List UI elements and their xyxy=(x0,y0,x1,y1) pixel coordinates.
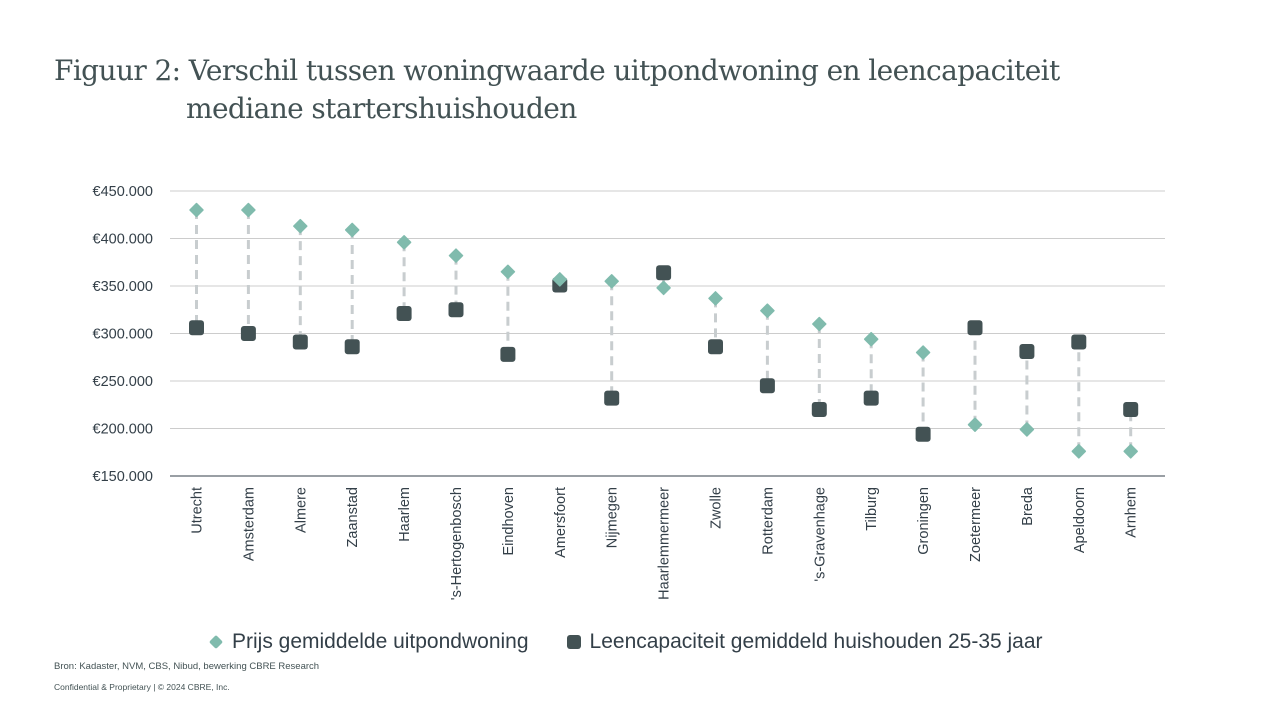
page-title: Figuur 2: Verschil tussen woningwaarde u… xyxy=(54,52,1060,128)
leencapaciteit-point xyxy=(292,334,308,350)
prijs-point xyxy=(1071,444,1087,459)
prijs-point xyxy=(500,264,516,279)
y-tick-label: €250.000 xyxy=(93,374,153,390)
x-tick-label: Breda xyxy=(1020,486,1036,526)
x-tick-label: Zwolle xyxy=(709,487,725,529)
y-tick-label: €450.000 xyxy=(93,184,153,200)
chart-legend: Prijs gemiddelde uitpondwoning Leencapac… xyxy=(208,628,1081,656)
legend-square-icon xyxy=(566,635,581,649)
x-tick-label: Groningen xyxy=(916,487,932,555)
leencapaciteit-point xyxy=(189,320,204,336)
prijs-point xyxy=(448,248,464,263)
leencapaciteit-point xyxy=(759,378,775,394)
leencapaciteit-point xyxy=(1019,344,1035,360)
leencapaciteit-point xyxy=(448,302,464,318)
x-tick-label: Nijmegen xyxy=(605,487,621,548)
prijs-point xyxy=(812,316,827,332)
legend-label-leen: Leencapaciteit gemiddeld huishouden 25-3… xyxy=(589,630,1043,653)
y-tick-label: €150.000 xyxy=(93,469,153,485)
prijs-point xyxy=(604,274,619,289)
x-tick-label: Amersfoort xyxy=(553,487,569,558)
x-tick-label: Eindhoven xyxy=(501,487,517,556)
legend-item-prijs: Prijs gemiddelde uitpondwoning xyxy=(208,630,529,654)
x-tick-label: Rotterdam xyxy=(760,487,776,555)
x-tick-label: 's-Hertogenbosch xyxy=(449,487,465,600)
prijs-point xyxy=(915,345,931,360)
confidential-note: Confidential & Proprietary | © 2024 CBRE… xyxy=(54,682,230,692)
y-tick-label: €200.000 xyxy=(93,422,153,438)
leencapaciteit-point xyxy=(967,320,983,336)
prijs-point xyxy=(552,272,568,287)
legend-diamond-icon xyxy=(208,634,224,650)
x-tick-label: Haarlem xyxy=(397,487,413,542)
leencapaciteit-point xyxy=(604,390,620,406)
leencapaciteit-point xyxy=(500,346,516,362)
legend-label-prijs: Prijs gemiddelde uitpondwoning xyxy=(232,630,529,653)
x-tick-label: Zoetermeer xyxy=(968,487,984,562)
leencapaciteit-point xyxy=(1123,402,1139,417)
leencapaciteit-point xyxy=(344,339,360,355)
leencapaciteit-point xyxy=(656,265,672,281)
prijs-point xyxy=(396,235,412,250)
prijs-point xyxy=(863,331,879,347)
prijs-point xyxy=(760,303,775,318)
title-line-1: Figuur 2: Verschil tussen woningwaarde u… xyxy=(54,54,1060,87)
prijs-point xyxy=(1123,444,1138,459)
y-tick-label: €350.000 xyxy=(93,279,153,295)
legend-item-leen: Leencapaciteit gemiddeld huishouden 25-3… xyxy=(566,630,1043,654)
x-tick-label: 's-Gravenhage xyxy=(812,487,828,582)
x-tick-label: Zaanstad xyxy=(345,487,361,547)
title-line-2: mediane startershuishouden xyxy=(186,92,577,125)
leencapaciteit-point xyxy=(811,402,827,417)
leencapaciteit-point xyxy=(240,326,256,341)
prijs-point xyxy=(241,202,256,218)
source-note: Bron: Kadaster, NVM, CBS, Nibud, bewerki… xyxy=(54,661,320,672)
leencapaciteit-point xyxy=(863,390,879,406)
x-tick-label: Arnhem xyxy=(1124,487,1140,538)
x-tick-label: Tilburg xyxy=(864,487,880,531)
leencapaciteit-point xyxy=(396,306,412,322)
leencapaciteit-point xyxy=(1071,334,1087,350)
prijs-point xyxy=(293,218,308,234)
prijs-point xyxy=(708,291,723,306)
prijs-point xyxy=(967,417,983,432)
leencapaciteit-point xyxy=(915,426,931,442)
x-tick-label: Utrecht xyxy=(190,487,206,534)
leencapaciteit-point xyxy=(708,339,723,355)
prijs-point xyxy=(656,280,671,296)
y-tick-label: €400.000 xyxy=(93,232,153,248)
y-tick-label: €300.000 xyxy=(93,327,153,343)
prijs-point xyxy=(1019,422,1035,437)
x-tick-label: Haarlemmermeer xyxy=(657,487,673,600)
x-tick-label: Apeldoorn xyxy=(1072,487,1088,553)
x-tick-label: Amsterdam xyxy=(241,487,257,561)
x-tick-label: Almere xyxy=(293,487,309,533)
prijs-point xyxy=(189,202,204,218)
prijs-point xyxy=(344,222,360,238)
